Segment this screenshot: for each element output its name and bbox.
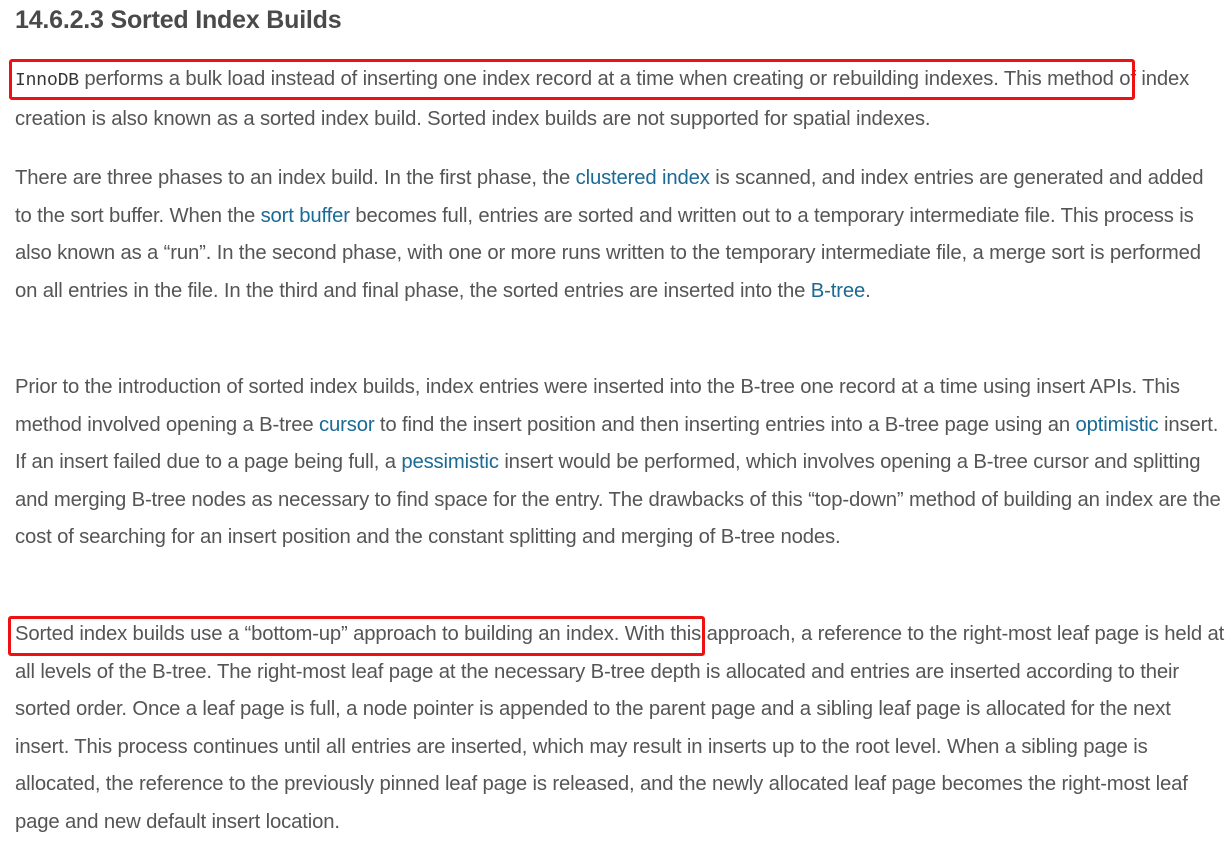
paragraph-text: With this approach, a reference to the r…: [15, 623, 1225, 833]
innodb-literal: InnoDB: [15, 71, 79, 91]
paragraph-bottom-up: Sorted index builds use a “bottom-up” ap…: [15, 616, 1225, 841]
link-cursor[interactable]: cursor: [318, 413, 375, 436]
paragraph-text: Prior to the introduction of sorted inde…: [15, 376, 1180, 436]
link-pessimistic[interactable]: pessimistic: [401, 451, 499, 473]
paragraph-top-down: Prior to the introduction of sorted inde…: [15, 369, 1225, 557]
link-sort-buffer[interactable]: sort buffer: [260, 204, 350, 227]
bulk-load-sentence: performs a bulk load instead of insertin…: [78, 68, 999, 90]
paragraph-three-phases: There are three phases to an index build…: [15, 160, 1225, 310]
link-clustered-index[interactable]: clustered index: [575, 167, 710, 189]
paragraph-text: becomes full, entries are sorted and wri…: [15, 204, 1201, 302]
paragraph-text: This method of index creation is also kn…: [15, 68, 1190, 130]
link-b-tree[interactable]: B-tree: [810, 279, 866, 302]
paragraph-text: is scanned, and index entries are genera…: [15, 167, 1204, 227]
paragraph-bulk-load: InnoDB performs a bulk load instead of i…: [15, 61, 1225, 138]
paragraph-text: .: [865, 279, 871, 302]
paragraph-text: There are three phases to an index build…: [15, 167, 576, 189]
paragraph-text: insert. If an insert failed due to a pag…: [15, 413, 1219, 474]
paragraph-text: insert would be performed, which involve…: [15, 451, 1221, 548]
link-optimistic[interactable]: optimistic: [1075, 413, 1159, 436]
bottom-up-sentence: Sorted index builds use a “bottom-up” ap…: [15, 623, 620, 645]
paragraph-text: to find the insert position and then ins…: [374, 413, 1076, 436]
section-title: 14.6.2.3 Sorted Index Builds: [15, 6, 342, 34]
